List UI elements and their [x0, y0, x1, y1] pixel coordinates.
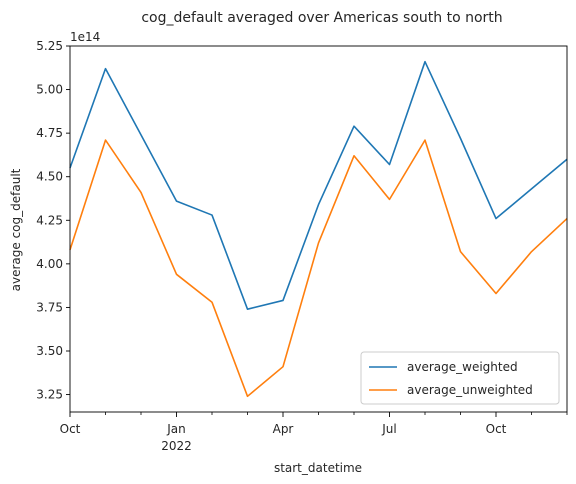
y-tick-label: 4.00: [36, 257, 63, 271]
series-line-average-weighted: [69, 60, 568, 310]
y-axis-title: average cog_default: [9, 168, 23, 291]
x-tick-label: Jan: [166, 422, 186, 436]
y-tick-label: 3.25: [36, 388, 63, 402]
y-tick-label: 4.50: [36, 170, 63, 184]
y-tick-label: 5.00: [36, 83, 63, 97]
y-tick-label: 5.25: [36, 39, 63, 53]
y-tick-label: 3.75: [36, 300, 63, 314]
y-tick-label: 3.50: [36, 344, 63, 358]
x-tick-label: Oct: [486, 422, 507, 436]
x-axis-title: start_datetime: [274, 461, 362, 475]
series-line-average-unweighted: [69, 139, 568, 398]
y-offset-label: 1e14: [70, 30, 100, 44]
y-tick-label: 4.75: [36, 126, 63, 140]
legend-box: [360, 351, 560, 405]
chart-title: cog_default averaged over Americas south…: [141, 10, 502, 26]
legend-label: average_unweighted: [407, 383, 533, 397]
legend-label: average_weighted: [407, 360, 518, 374]
x-tick-label: Oct: [60, 422, 81, 436]
y-tick-label: 4.25: [36, 213, 63, 227]
plot-area: 3.25 3.50 3.75 4.00 4.25 4.50 4.75 5.00 5.25 Oct J…: [36, 39, 568, 453]
x-tick-label-year: 2022: [161, 439, 192, 453]
x-tick-label: Apr: [273, 422, 294, 436]
x-tick-label: Jul: [381, 422, 396, 436]
legend: average_weighted average_unweighted: [360, 351, 560, 405]
